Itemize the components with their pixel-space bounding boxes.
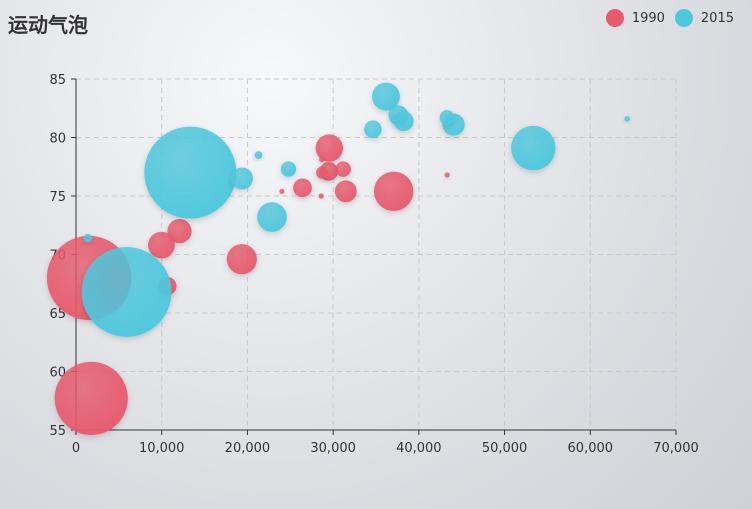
bubble-2015 [83, 233, 93, 243]
y-tick-label: 75 [49, 190, 66, 205]
chart-title: 运动气泡 [8, 13, 88, 37]
bubble-2015 [624, 115, 631, 122]
bubble-1990 [279, 188, 285, 194]
y-tick-label: 65 [49, 307, 66, 322]
bubble-1990 [54, 361, 128, 435]
bubble-2015 [144, 126, 237, 219]
bubble-2015 [254, 151, 263, 159]
x-tick-label: 20,000 [225, 441, 271, 456]
bubble-1990 [315, 134, 343, 162]
bubble-1990 [316, 166, 329, 179]
bubble-2015 [372, 82, 400, 111]
bubble-2015 [257, 202, 287, 232]
bubble-1990 [444, 172, 450, 178]
bubble-2015 [364, 120, 382, 139]
bubble-1990 [335, 161, 351, 177]
bubble-1990 [318, 193, 324, 199]
y-tick-label: 55 [49, 424, 66, 439]
legend-marker-2015 [674, 9, 693, 27]
x-tick-label: 30,000 [310, 441, 356, 456]
legend-marker-1990 [605, 9, 624, 27]
legend-item-1990[interactable]: 1990 [605, 9, 665, 27]
x-tick-label: 40,000 [396, 441, 442, 456]
bubble-1990 [334, 180, 357, 203]
bubble-1990 [293, 178, 312, 198]
bubble-2015 [439, 110, 455, 126]
bubble-1990 [373, 171, 414, 212]
y-tick-label: 80 [49, 132, 66, 147]
bubble-2015 [280, 161, 297, 177]
y-tick-label: 85 [49, 73, 66, 88]
bubble-2015 [230, 167, 253, 190]
series-2015 [81, 82, 631, 337]
legend-label-1990: 1990 [631, 10, 665, 26]
bubble-2015 [511, 125, 556, 171]
x-tick-label: 60,000 [568, 441, 614, 456]
bubble-1990 [167, 219, 192, 244]
x-tick-label: 50,000 [482, 441, 528, 456]
legend-item-2015[interactable]: 2015 [674, 9, 734, 27]
bubble-2015 [393, 111, 414, 132]
bubble-1990 [226, 244, 257, 275]
legend-label-2015: 2015 [700, 10, 734, 26]
bubble-2015 [81, 247, 172, 337]
x-tick-label: 0 [72, 441, 80, 456]
legend: 1990 2015 [596, 9, 734, 27]
x-tick-label: 70,000 [653, 441, 699, 456]
bubble-1990 [319, 157, 325, 163]
bubble-1990 [148, 231, 175, 259]
x-tick-label: 10,000 [139, 441, 185, 456]
